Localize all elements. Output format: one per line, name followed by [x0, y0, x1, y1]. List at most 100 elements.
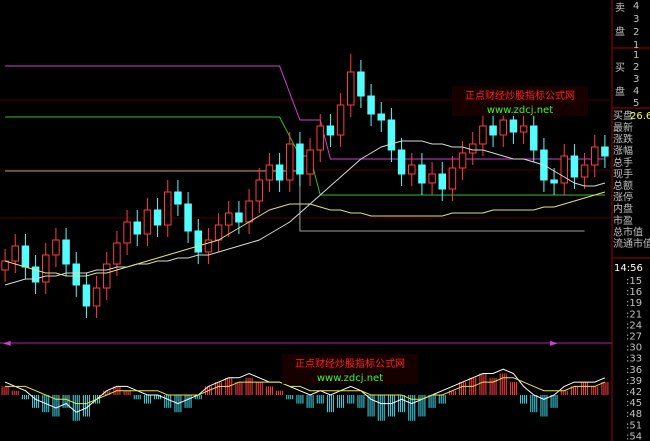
tick-time: :45 — [626, 398, 642, 409]
moving-average — [4, 191, 606, 277]
bid-label: 买盘 — [613, 109, 633, 122]
candle-body — [194, 230, 203, 253]
tick-time: :36 — [626, 365, 642, 376]
candle-body — [214, 224, 223, 241]
moving-average — [4, 140, 606, 286]
buy-level: 5 — [633, 98, 639, 109]
candle-body — [82, 284, 91, 307]
candle-body — [316, 125, 325, 151]
buy-label: 盘 — [615, 85, 625, 98]
buy-level: 3 — [633, 74, 639, 85]
candle-body — [265, 164, 274, 181]
quote-item: 总手 — [613, 156, 633, 169]
candle-body — [306, 149, 314, 175]
candle-body — [346, 71, 355, 106]
tick-time: :39 — [626, 376, 642, 387]
candle-body — [560, 155, 569, 184]
quote-item: 涨停 — [613, 191, 633, 204]
candle-body — [143, 209, 152, 235]
watermark-title: 正点财经炒股指标公式网 — [465, 89, 575, 102]
candle-body — [224, 212, 233, 226]
quote-time: 14:56 — [614, 263, 643, 274]
tick-time: :51 — [626, 420, 642, 431]
candle-body — [468, 143, 477, 154]
bid-value: 26.67 — [630, 111, 650, 122]
sell-level: 2 — [633, 27, 639, 38]
quote-item: 流通市值 — [613, 237, 650, 250]
tick-time: :42 — [626, 387, 642, 398]
candle-body — [367, 95, 375, 115]
candle-body — [550, 179, 558, 184]
candle-body — [113, 242, 121, 265]
candle-body — [62, 239, 70, 265]
quote-item: 涨幅 — [613, 144, 633, 157]
candle-body — [529, 125, 538, 151]
candle-body — [601, 146, 609, 157]
scroll-arrow: ► — [550, 338, 558, 349]
candle-body — [184, 203, 192, 232]
candle-body — [326, 125, 335, 136]
candle-body — [428, 173, 436, 184]
candle-body — [590, 146, 599, 166]
buy-level: 1 — [633, 50, 639, 61]
candle-body — [245, 200, 253, 223]
sell-label: 卖 — [615, 2, 625, 14]
indicator-line — [4, 368, 606, 413]
tick-time: :33 — [626, 354, 642, 365]
candle-body — [285, 143, 294, 181]
candle-body — [133, 221, 142, 235]
candle-body — [255, 179, 264, 202]
watermarks: 正点财经炒股指标公式网 www.zdcj.net 正点财经炒股指标公式网 www.zd… — [282, 86, 588, 384]
sell-level: 4 — [633, 1, 639, 12]
candle-body — [41, 254, 50, 283]
tick-time: :15 — [626, 276, 642, 287]
sell-level: 3 — [633, 14, 639, 25]
candle-body — [418, 164, 426, 184]
candle-body — [458, 152, 467, 169]
candle-body — [387, 119, 396, 151]
candle-body — [153, 209, 162, 226]
watermark-box — [282, 354, 418, 384]
candle-body — [92, 287, 101, 307]
buy-level: 2 — [633, 62, 639, 73]
candle-body — [438, 173, 447, 190]
candle-body — [174, 191, 182, 205]
level-line — [5, 170, 585, 232]
scroll-arrow: ◄ — [3, 338, 11, 349]
candle-body — [52, 239, 60, 256]
tick-time: :48 — [626, 409, 642, 420]
tick-time: :54 — [626, 431, 642, 441]
candle-body — [1, 260, 9, 271]
candle-body — [519, 125, 528, 133]
candle-body — [509, 119, 518, 133]
candle-body — [275, 164, 284, 181]
quote-item: 现手 — [613, 167, 633, 180]
quote-item: 总市值 — [613, 225, 643, 238]
watermark-url: www.zdcj.net — [487, 105, 553, 116]
candle-body — [570, 155, 579, 178]
candle-body — [163, 191, 172, 226]
level-line — [5, 65, 605, 160]
quote-panel: 卖盘4321买盘12345买盘26.67最新涨跌涨幅总手现手总额涨停内盘市盈总市… — [613, 1, 650, 441]
tick-time: :19 — [626, 298, 642, 309]
candle-body — [204, 239, 213, 253]
candle-body — [21, 245, 30, 268]
sell-level: 1 — [633, 40, 639, 51]
candle-body — [479, 125, 487, 145]
quote-item: 涨跌 — [613, 133, 633, 146]
candle-body — [499, 119, 508, 136]
tick-time: :24 — [626, 320, 642, 331]
candle-body — [407, 164, 416, 175]
level-line — [5, 116, 605, 196]
buy-label: 买 — [615, 62, 625, 74]
candle-body — [11, 245, 20, 262]
candle-body — [31, 266, 40, 283]
indicator-line — [5, 377, 606, 405]
candle-body — [102, 263, 111, 289]
quote-item: 总额 — [613, 179, 633, 192]
plot-area — [1, 54, 609, 421]
candle-body — [580, 164, 589, 178]
sell-label: 盘 — [615, 25, 625, 38]
watermark-box — [452, 86, 588, 116]
